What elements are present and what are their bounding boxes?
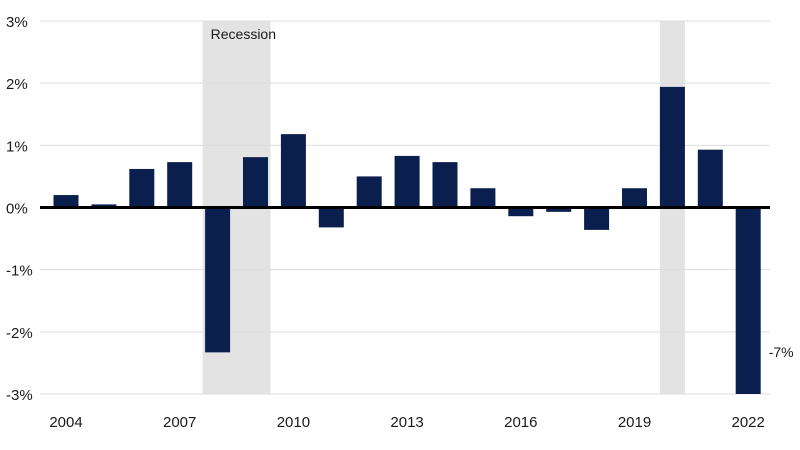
bar-2013	[394, 155, 420, 208]
y-tick-label: -3%	[6, 387, 33, 404]
bar-2017	[546, 207, 572, 212]
x-tick-label: 2010	[277, 414, 310, 431]
bar-2019	[622, 188, 647, 208]
x-tick-label: 2019	[618, 414, 651, 431]
bar-2008	[205, 207, 231, 353]
bars	[53, 86, 761, 394]
y-tick-label: -2%	[6, 325, 33, 342]
bar-2022	[735, 207, 761, 394]
bar-2005	[91, 204, 117, 208]
bar-2020	[659, 86, 685, 208]
bar-2021	[697, 149, 723, 208]
bar-2010	[280, 134, 306, 208]
bar-2016	[508, 207, 534, 217]
annotations: -7%	[769, 344, 794, 360]
bar-2006	[129, 168, 155, 208]
x-tick-label: 2004	[49, 414, 82, 431]
x-tick-label: 2016	[504, 414, 537, 431]
bar-2007	[167, 162, 193, 208]
x-tick-label: 2022	[732, 414, 765, 431]
bar-2004	[53, 195, 79, 208]
y-tick-label: 2%	[6, 76, 28, 93]
y-tick-label: -1%	[6, 263, 33, 280]
bar-2011	[318, 207, 344, 228]
bar-2018	[584, 207, 610, 230]
bar-2014	[432, 162, 458, 208]
y-tick-label: 1%	[6, 138, 28, 155]
value-annotation: -7%	[769, 344, 794, 360]
recession-label: Recession	[211, 26, 276, 42]
y-tick-label: 3%	[6, 14, 28, 31]
x-tick-label: 2007	[163, 414, 196, 431]
x-tick-label: 2013	[390, 414, 423, 431]
y-tick-label: 0%	[6, 201, 28, 218]
bar-2009	[243, 157, 268, 208]
x-axis-ticks: 2004 2007 2010 2013 2016 2019 2022	[49, 414, 765, 431]
bar-2012	[356, 176, 382, 208]
y-axis-ticks: 3% 2% 1% 0% -1% -2% -3%	[6, 14, 33, 404]
bar-2015	[470, 188, 496, 208]
grid-lines	[40, 20, 770, 395]
